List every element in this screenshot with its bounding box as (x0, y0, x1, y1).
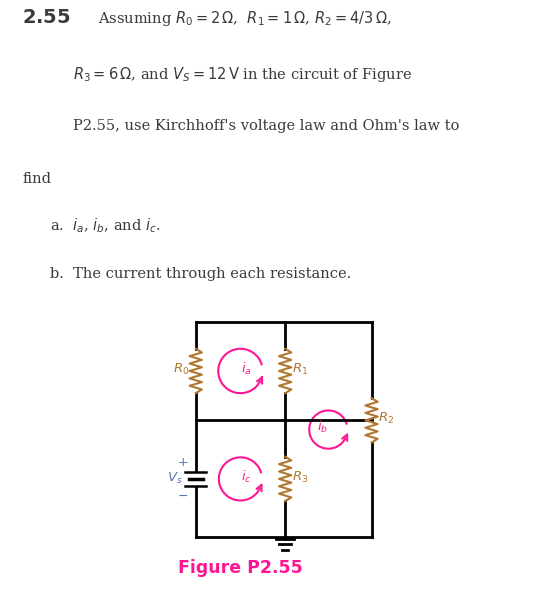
Text: $R_3 = 6\,\Omega$, and $V_S = 12\,\mathrm{V}$ in the circuit of Figure: $R_3 = 6\,\Omega$, and $V_S = 12\,\mathr… (73, 65, 412, 84)
Text: a.  $i_a$, $i_b$, and $i_c$.: a. $i_a$, $i_b$, and $i_c$. (50, 216, 161, 235)
Text: Figure P2.55: Figure P2.55 (178, 559, 303, 578)
Text: $V_s$: $V_s$ (167, 471, 182, 486)
Text: Assuming $R_0 = 2\,\Omega$,  $R_1 = 1\,\Omega$, $R_2 = 4/3\,\Omega$,: Assuming $R_0 = 2\,\Omega$, $R_1 = 1\,\O… (98, 9, 391, 28)
Text: $\mathbf{2.55}$: $\mathbf{2.55}$ (22, 9, 71, 27)
Text: $R_1$: $R_1$ (292, 362, 308, 377)
Text: $i_b$: $i_b$ (318, 419, 328, 435)
Text: $i_a$: $i_a$ (240, 361, 251, 377)
Text: +: + (177, 457, 188, 470)
Text: $R_2$: $R_2$ (378, 411, 395, 426)
Text: $-$: $-$ (177, 489, 189, 502)
Text: $i_c$: $i_c$ (240, 469, 251, 485)
Text: b.  The current through each resistance.: b. The current through each resistance. (50, 267, 352, 281)
Text: P2.55, use Kirchhoff's voltage law and Ohm's law to: P2.55, use Kirchhoff's voltage law and O… (73, 119, 459, 133)
Text: $R_3$: $R_3$ (292, 470, 308, 485)
Text: $R_0$: $R_0$ (173, 362, 189, 377)
Text: find: find (22, 172, 51, 186)
